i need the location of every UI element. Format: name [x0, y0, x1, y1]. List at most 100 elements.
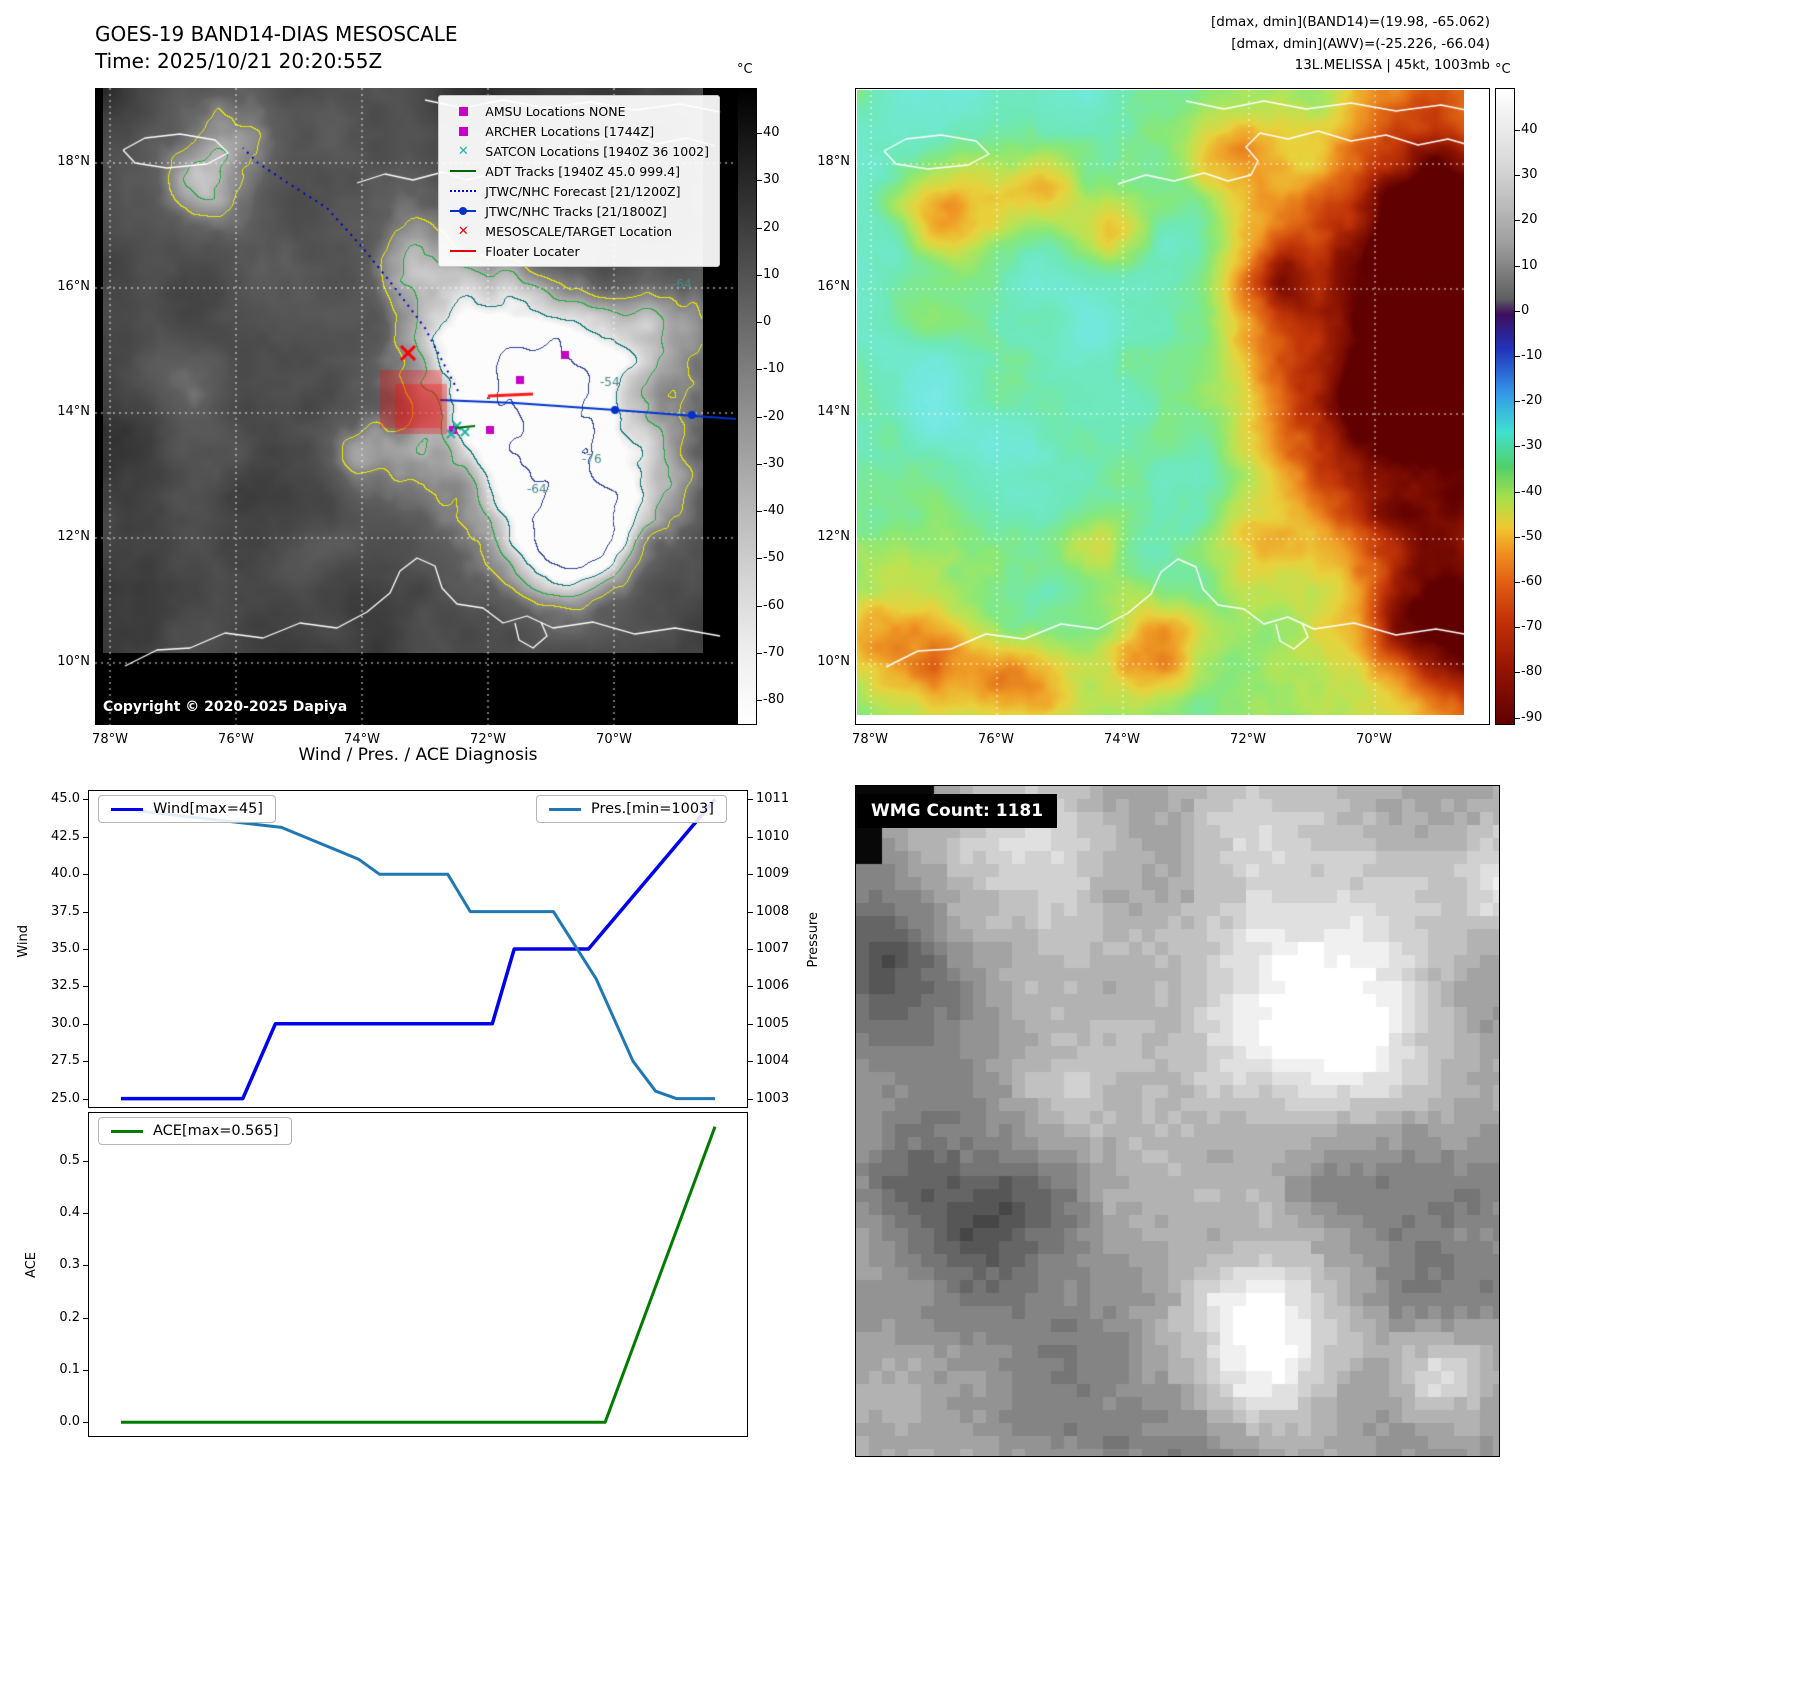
tick-mark	[83, 1317, 88, 1319]
dotted-line-marker-icon	[449, 190, 477, 192]
axis-tick-label: 40.0	[51, 866, 80, 882]
legend-item-label: AMSU Locations NONE	[485, 103, 626, 119]
colorbar-tick-label: 20	[763, 219, 780, 235]
tick-mark	[757, 511, 762, 512]
colorbar-tick-label: -30	[1521, 438, 1543, 454]
lon-tick-label: 78°W	[852, 732, 888, 747]
tick-mark	[1515, 220, 1520, 222]
axis-tick-label: 1007	[756, 941, 790, 956]
colorbar-tick-label: 30	[763, 172, 780, 188]
pressure-legend: Pres.[min=1003]	[536, 795, 727, 823]
awv-overlay-canvas	[856, 89, 1491, 726]
ace-chart	[88, 1112, 748, 1437]
legend-item-label: SATCON Locations [1940Z 36 1002]	[485, 143, 709, 159]
tick-mark	[83, 836, 88, 838]
colorbar-tick-label: -10	[1521, 348, 1543, 363]
awv-colorbar-unit: °C	[1495, 62, 1511, 77]
axis-tick-label: 1009	[756, 866, 790, 882]
axis-tick-label: 27.5	[51, 1053, 80, 1069]
tick-mark	[748, 836, 753, 838]
ace-legend: ACE[max=0.565]	[98, 1117, 292, 1145]
band14-time: Time: 2025/10/21 20:20:55Z	[95, 49, 383, 73]
wmg-count-label: WMG Count: 1181	[857, 794, 1058, 828]
lat-tick-label: 14°N	[817, 404, 850, 419]
tick-mark	[757, 558, 762, 560]
tick-mark	[83, 986, 88, 988]
legend-item: JTWC/NHC Forecast [21/1200Z]	[449, 182, 709, 200]
tick-mark	[757, 700, 762, 701]
pressure-line-icon	[549, 807, 581, 811]
tick-mark	[1515, 175, 1520, 177]
lon-tick-label: 74°W	[1104, 732, 1140, 747]
wind-legend: Wind[max=45]	[98, 795, 276, 823]
line-marker-icon	[449, 170, 477, 172]
line-marker-marker-icon	[449, 206, 477, 215]
axis-tick-label: 45.0	[51, 791, 80, 807]
axis-tick-label: 30.0	[51, 1015, 80, 1031]
ace-line-icon	[111, 1129, 143, 1133]
tick-mark	[83, 949, 88, 950]
lon-tick-label: 76°W	[218, 732, 254, 747]
square-marker-icon	[449, 106, 477, 116]
wind-pressure-chart	[88, 790, 748, 1108]
wind-legend-label: Wind[max=45]	[153, 801, 263, 817]
axis-tick-label: 37.5	[51, 903, 80, 919]
legend-item-label: JTWC/NHC Forecast [21/1200Z]	[485, 183, 681, 199]
legend-item: ✕ MESOSCALE/TARGET Location	[449, 222, 709, 240]
lon-tick-label: 70°W	[596, 732, 632, 747]
colorbar-tick-label: 20	[1521, 212, 1538, 228]
square-marker-icon	[449, 126, 477, 136]
colorbar-tick-label: -30	[763, 455, 785, 471]
legend-item-label: ADT Tracks [1940Z 45.0 999.4]	[485, 163, 680, 179]
tick-mark	[757, 274, 762, 276]
tick-mark	[83, 1422, 88, 1424]
tick-mark	[748, 799, 753, 801]
awv-header-line3: 13L.MELISSA | 45kt, 1003mb	[1294, 57, 1490, 74]
axis-tick-label: 0.0	[59, 1414, 80, 1430]
colorbar-tick-label: -10	[763, 361, 785, 377]
colorbar-tick-label: 40	[1521, 122, 1538, 137]
diagnosis-title: Wind / Pres. / ACE Diagnosis	[298, 745, 538, 765]
colorbar-tick-label: -60	[763, 597, 785, 613]
colorbar-tick-label: -20	[1521, 393, 1543, 409]
tick-mark	[757, 322, 762, 323]
legend-item-label: MESOSCALE/TARGET Location	[485, 223, 673, 239]
legend-item: AMSU Locations NONE	[449, 102, 709, 120]
colorbar-tick-label: 10	[1521, 257, 1538, 273]
awv-map-panel	[855, 88, 1491, 726]
axis-tick-label: 0.5	[59, 1152, 80, 1168]
tick-mark	[748, 874, 753, 876]
colorbar-tick-label: 0	[763, 314, 772, 329]
axis-tick-label: 1005	[756, 1015, 790, 1031]
lat-tick-label: 10°N	[57, 654, 90, 669]
band14-title: GOES-19 BAND14-DIAS MESOSCALE	[95, 22, 458, 46]
wind-axis-label: Wind	[16, 925, 31, 958]
colorbar-tick-label: -70	[1521, 619, 1543, 635]
wind-line-icon	[111, 807, 143, 811]
tick-mark	[748, 986, 753, 988]
colorbar-tick-label: 30	[1521, 167, 1538, 183]
colorbar-tick-label: -80	[1521, 664, 1543, 680]
axis-tick-label: 1003	[756, 1090, 790, 1106]
colorbar-tick-label: -40	[763, 503, 785, 518]
tick-mark	[83, 911, 88, 913]
tick-mark	[757, 652, 762, 654]
legend-item: Floater Locater	[449, 242, 709, 260]
colorbar-tick-label: -70	[763, 644, 785, 660]
colorbar-tick-label: 0	[1521, 302, 1530, 318]
tick-mark	[1515, 446, 1520, 448]
axis-tick-label: 42.5	[51, 828, 80, 844]
tick-mark	[748, 949, 753, 950]
lon-tick-label: 72°W	[470, 732, 506, 747]
lat-tick-label: 10°N	[817, 654, 850, 669]
band14-map-panel: AMSU Locations NONE ARCHER Locations [174…	[95, 88, 737, 725]
wind-series-line	[121, 798, 717, 1101]
axis-tick-label: 0.1	[59, 1362, 80, 1377]
tick-mark	[83, 1265, 88, 1267]
lat-tick-label: 16°N	[57, 279, 90, 294]
legend-item-label: Floater Locater	[485, 243, 580, 259]
colorbar-tick-label: 40	[763, 125, 780, 140]
lat-tick-label: 14°N	[57, 404, 90, 419]
tick-mark	[83, 874, 88, 876]
wmg-canvas	[856, 786, 1499, 1456]
